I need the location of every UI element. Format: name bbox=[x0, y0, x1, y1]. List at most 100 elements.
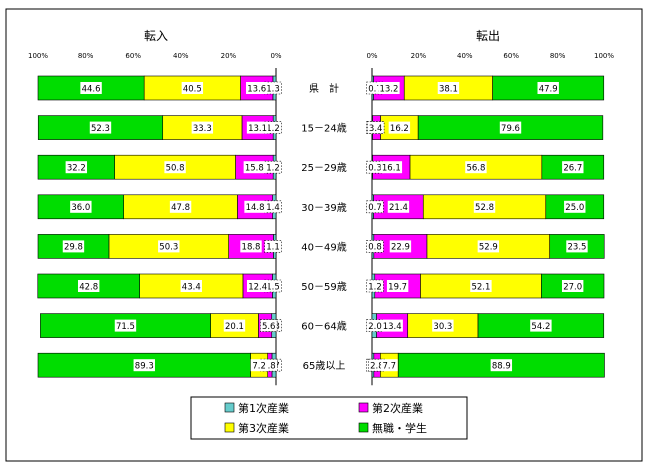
category-label-row-1: 15－24歳 bbox=[301, 123, 346, 135]
right-tick-label: 20% bbox=[411, 52, 427, 60]
right-tick-label: 100% bbox=[594, 52, 614, 60]
left-data-label-bg bbox=[246, 121, 269, 134]
left-data-label-primary-row-4: 1.1 bbox=[266, 243, 280, 253]
right-data-label-unemployed-student-row-4: 23.5 bbox=[568, 243, 587, 253]
right-data-label-bg bbox=[380, 161, 403, 174]
left-data-label-bg bbox=[158, 240, 180, 253]
left-data-label-bg bbox=[246, 82, 268, 94]
category-label-row-5: 50－59歳 bbox=[301, 281, 346, 293]
category-label-row-7: 65歳以上 bbox=[303, 360, 346, 372]
left-data-label-tertiary-row-5: 43.4 bbox=[182, 282, 201, 292]
right-data-label-bg bbox=[564, 200, 586, 213]
right-data-label-tertiary-row-2: 56.8 bbox=[466, 164, 485, 174]
left-data-label-secondary-row-5: 12.4 bbox=[248, 282, 267, 292]
legend-label-secondary: 第2次産業 bbox=[372, 401, 423, 415]
left-data-label-bg bbox=[89, 121, 112, 134]
right-data-label-bg bbox=[432, 319, 454, 332]
left-data-label-secondary-row-0: 13.6 bbox=[247, 84, 266, 94]
right-data-label-primary-row-0: 0.7 bbox=[368, 84, 382, 94]
left-data-label-bg bbox=[180, 280, 202, 292]
right-data-label-bg bbox=[386, 280, 409, 292]
left-data-label-unemployed-student-row-3: 36.0 bbox=[71, 203, 90, 213]
left-data-label-primary-row-3: 1.4 bbox=[266, 203, 280, 213]
legend-label-tertiary: 第3次産業 bbox=[238, 421, 289, 435]
left-data-label-tertiary-row-7: 7.2 bbox=[252, 362, 266, 372]
right-data-label-unemployed-student-row-1: 79.6 bbox=[501, 124, 520, 134]
left-tick-label: 40% bbox=[173, 52, 189, 60]
right-axis-ticks: 0% 20% 40% 60% 80% 100% bbox=[366, 52, 614, 60]
category-label-row-4: 40－49歳 bbox=[301, 241, 346, 253]
legend-label-primary: 第1次産業 bbox=[238, 401, 289, 415]
right-data-label-bg bbox=[473, 200, 496, 213]
right-data-label-bg bbox=[381, 319, 403, 332]
left-bar-unemployed-student-row-0 bbox=[37, 75, 145, 101]
left-data-label-unemployed-student-row-2: 32.2 bbox=[67, 164, 86, 174]
left-data-label-bg bbox=[264, 240, 282, 253]
right-data-label-primary-row-6: 2.0 bbox=[368, 322, 382, 332]
left-data-label-secondary-row-7: 1.8 bbox=[262, 362, 276, 372]
right-data-label-tertiary-row-3: 52.8 bbox=[475, 203, 494, 213]
right-data-label-bg bbox=[388, 121, 411, 134]
right-data-label-bg bbox=[530, 319, 552, 332]
left-data-label-bg bbox=[223, 319, 246, 332]
right-data-label-bg bbox=[366, 160, 384, 174]
right-data-label-bg bbox=[465, 161, 487, 174]
left-tick-label: 20% bbox=[221, 52, 237, 60]
left-data-label-primary-row-1: 1.2 bbox=[266, 124, 280, 134]
right-data-label-secondary-row-6: 13.4 bbox=[383, 322, 402, 332]
right-data-label-bg bbox=[378, 82, 400, 94]
legend: 第1次産業 第2次産業 第3次産業 無職・学生 bbox=[190, 396, 468, 440]
left-data-label-secondary-row-6: 5.6 bbox=[262, 322, 276, 332]
right-data-label-tertiary-row-6: 30.3 bbox=[433, 322, 452, 332]
right-data-label-tertiary-row-1: 16.2 bbox=[390, 124, 409, 134]
category-label-row-6: 60－64歳 bbox=[301, 321, 346, 333]
right-data-label-secondary-row-7: 2.8 bbox=[370, 362, 384, 372]
right-data-label-bg bbox=[490, 359, 513, 372]
left-data-label-unemployed-student-row-6: 71.5 bbox=[116, 322, 135, 332]
right-data-labels: 0.713.238.147.90.33.416.279.60.316.156.8… bbox=[366, 81, 588, 372]
right-data-label-bg bbox=[389, 240, 412, 253]
right-data-label-bg bbox=[477, 240, 500, 253]
left-data-label-unemployed-student-row-0: 44.6 bbox=[82, 84, 101, 94]
left-tick-label: 0% bbox=[270, 52, 281, 60]
left-data-label-bg bbox=[133, 359, 155, 372]
left-data-label-bg bbox=[169, 200, 192, 213]
left-data-label-bg bbox=[114, 319, 137, 332]
right-tick-label: 0% bbox=[366, 52, 377, 60]
left-data-label-secondary-row-2: 15.8 bbox=[245, 164, 264, 174]
legend-label-unemployed-student: 無職・学生 bbox=[372, 421, 427, 435]
left-data-label-bg bbox=[250, 359, 268, 372]
left-tick-label: 60% bbox=[125, 52, 141, 60]
left-data-label-unemployed-student-row-7: 89.3 bbox=[135, 362, 154, 372]
legend-swatch-primary bbox=[224, 402, 235, 413]
right-data-label-primary-row-4: 0.8 bbox=[368, 243, 382, 253]
right-data-label-unemployed-student-row-2: 26.7 bbox=[563, 164, 582, 174]
right-data-label-bg bbox=[470, 280, 492, 292]
left-data-label-primary-row-0: 1.3 bbox=[266, 84, 280, 94]
legend-swatch-unemployed-student bbox=[358, 422, 369, 433]
right-data-label-tertiary-row-7: 7.7 bbox=[383, 362, 397, 372]
right-data-label-unemployed-student-row-0: 47.9 bbox=[539, 84, 558, 94]
right-data-label-primary-row-2: 0.3 bbox=[368, 164, 382, 174]
right-data-label-tertiary-row-0: 38.1 bbox=[439, 84, 458, 94]
right-data-label-secondary-row-1: 3.4 bbox=[369, 124, 383, 134]
category-label-row-2: 25－29歳 bbox=[301, 162, 346, 174]
left-data-label-tertiary-row-6: 20.1 bbox=[225, 322, 244, 332]
left-data-label-primary-row-5: 1.5 bbox=[266, 282, 280, 292]
right-data-label-primary-row-3: 0.7 bbox=[368, 203, 382, 213]
right-data-label-tertiary-row-5: 52.1 bbox=[471, 282, 490, 292]
right-data-label-bg bbox=[562, 161, 584, 174]
left-data-label-primary-row-2: 1.2 bbox=[266, 164, 280, 174]
legend-swatch-secondary bbox=[358, 402, 369, 413]
right-data-label-bg bbox=[366, 319, 384, 332]
right-data-label-tertiary-row-4: 52.9 bbox=[479, 243, 498, 253]
right-tick-label: 60% bbox=[503, 52, 519, 60]
left-data-label-unemployed-student-row-4: 29.8 bbox=[64, 243, 83, 253]
category-label-row-3: 30－39歳 bbox=[301, 202, 346, 214]
right-data-label-bg bbox=[380, 359, 398, 372]
left-data-label-unemployed-student-row-1: 52.3 bbox=[91, 124, 110, 134]
right-tick-label: 40% bbox=[457, 52, 473, 60]
right-data-label-bg bbox=[561, 280, 584, 292]
right-data-label-secondary-row-2: 16.1 bbox=[382, 164, 401, 174]
